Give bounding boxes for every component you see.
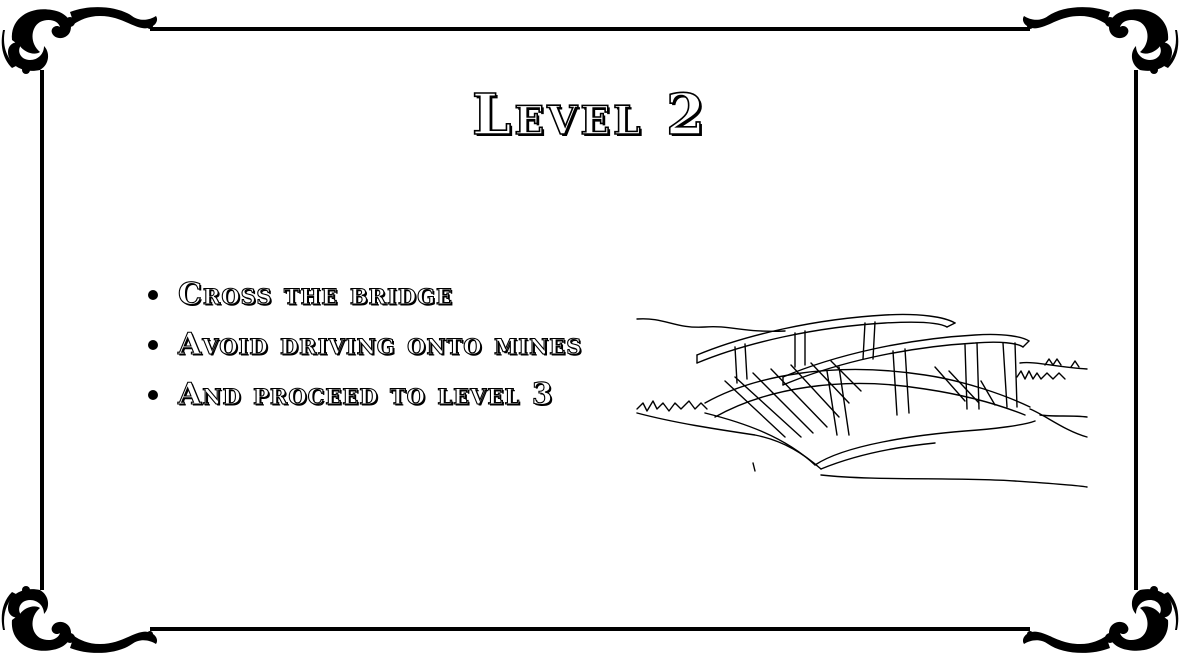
bullet-dot-icon bbox=[148, 290, 158, 300]
bullet-text: Avoid driving onto mines bbox=[177, 326, 583, 362]
corner-ornament-bottom-right bbox=[1010, 575, 1180, 660]
frame-left-border bbox=[40, 70, 44, 590]
corner-ornament-top-right bbox=[1010, 0, 1180, 85]
bullet-dot-icon bbox=[148, 390, 158, 400]
bridge-illustration bbox=[635, 305, 1090, 505]
bullet-text: Cross the bridge bbox=[177, 276, 454, 312]
slide-title: Level 2 bbox=[471, 81, 708, 149]
bullet-item: Avoid driving onto mines bbox=[145, 325, 582, 375]
corner-ornament-top-left bbox=[0, 0, 170, 85]
bullet-dot-icon bbox=[148, 340, 158, 350]
frame-bottom-border bbox=[150, 627, 1030, 631]
bullet-item: And proceed to level 3 bbox=[145, 375, 582, 425]
bullet-list: Cross the bridge Avoid driving onto mine… bbox=[145, 275, 582, 425]
bullet-text: And proceed to level 3 bbox=[177, 376, 554, 412]
bullet-item: Cross the bridge bbox=[145, 275, 582, 325]
frame-top-border bbox=[150, 27, 1030, 31]
corner-ornament-bottom-left bbox=[0, 575, 170, 660]
frame-right-border bbox=[1134, 70, 1138, 590]
